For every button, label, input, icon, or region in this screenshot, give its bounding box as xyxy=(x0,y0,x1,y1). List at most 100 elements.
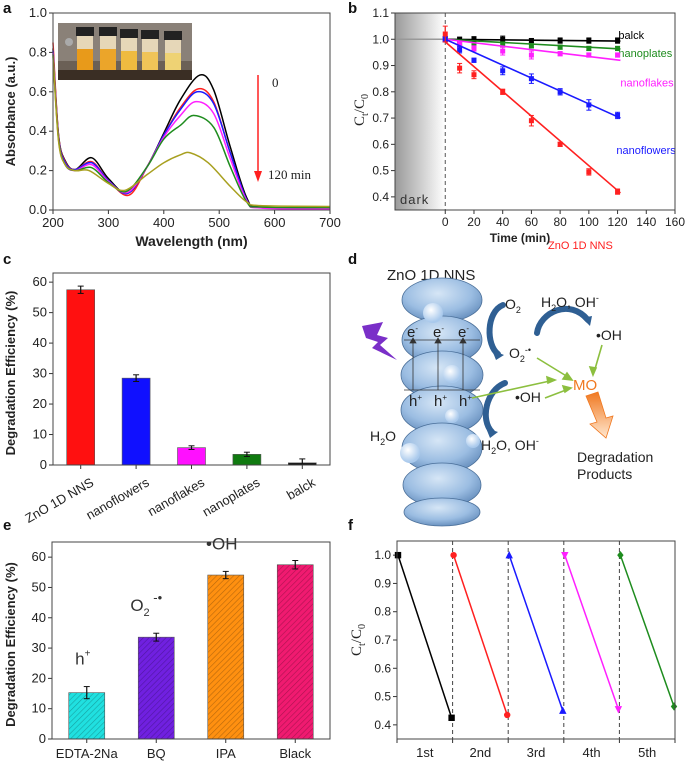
y-tick-label: 0 xyxy=(40,457,47,472)
data-point xyxy=(394,551,402,559)
svg-text:H2O, OH-: H2O, OH- xyxy=(481,436,539,456)
holes: h+ h+ h+ xyxy=(409,393,472,410)
superoxide-label: O xyxy=(509,345,520,361)
y-tick-label: 0.8 xyxy=(29,44,47,59)
y-tick-label: 20 xyxy=(32,670,46,685)
cycle-line xyxy=(397,554,453,719)
water-top-rest: O, OH xyxy=(556,294,596,310)
x-tick-label: 300 xyxy=(98,215,120,230)
x-tick-label: 200 xyxy=(42,215,64,230)
y-tick-label: 40 xyxy=(32,610,46,625)
plot-frame xyxy=(394,12,676,211)
dark-region-label: dark xyxy=(400,192,429,207)
data-point xyxy=(586,45,592,51)
svg-text:H2O, OH-: H2O, OH- xyxy=(541,293,599,313)
y-tick-label: 40 xyxy=(33,335,47,350)
y-tick-label: 0 xyxy=(39,731,46,746)
curved-arrow-heads xyxy=(486,316,592,438)
data-point xyxy=(500,36,506,42)
y-tick-label: 20 xyxy=(33,396,47,411)
y-axis-label-part: /C xyxy=(352,99,368,113)
plot-frame xyxy=(52,272,331,466)
y-tick-label: 0.2 xyxy=(29,163,47,178)
x-tick-label: 120 xyxy=(608,215,628,229)
data-point xyxy=(528,118,534,124)
panel-c-efficiency-bar-chart: 0 10 20 30 40 50 60 ZnO 1D NNSnanoflowersnanofl… xyxy=(3,272,331,526)
data-point xyxy=(557,141,563,147)
data-point xyxy=(457,65,463,71)
data-point xyxy=(615,52,621,58)
water-left-sub: 2 xyxy=(380,437,385,447)
y-axis-label: Absorbance (a.u.) xyxy=(3,57,18,167)
electron-label: e xyxy=(458,324,466,341)
y-tick-label: 50 xyxy=(33,305,47,320)
data-point xyxy=(442,31,448,37)
o2-label: O xyxy=(505,296,516,312)
annotation-sub: 2 xyxy=(144,607,150,619)
cycle-line xyxy=(619,554,675,707)
panel-f-cycling-chart: 0.4 0.5 0.6 0.7 0.8 0.9 1.0 1st 2nd 3rd 4th 5th Ct/C… xyxy=(349,540,678,760)
data-point xyxy=(557,38,563,44)
scavenger-annotation: h+ xyxy=(75,649,90,669)
hole-sup: + xyxy=(467,393,472,402)
data-point xyxy=(586,102,592,108)
electron-label: e xyxy=(407,324,415,341)
y-tick-label: 30 xyxy=(32,640,46,655)
cycle-line xyxy=(508,554,564,711)
y-axis-label: Degradation Efficiency (%) xyxy=(3,562,18,727)
y-tick-label: 0.6 xyxy=(29,84,47,99)
x-tick-label: 600 xyxy=(264,215,286,230)
x-tick-label: 100 xyxy=(579,215,599,229)
bar xyxy=(137,636,175,740)
svg-text:O2-•: O2-• xyxy=(509,345,531,364)
curved-arrows xyxy=(482,302,591,435)
water-left-label: H xyxy=(370,428,380,444)
y-axis-label-sub: t xyxy=(357,643,368,646)
category-label: Black xyxy=(279,746,311,761)
y-tick-label: 0.7 xyxy=(372,111,389,125)
data-point xyxy=(557,51,563,57)
x-axis-label: Wavelength (nm) xyxy=(135,233,247,249)
x-tick-label: 400 xyxy=(153,215,175,230)
water-top-label: H xyxy=(541,294,551,310)
bar xyxy=(68,692,106,740)
products-line1: Degradation xyxy=(577,449,653,465)
vials-photo-inset xyxy=(58,23,192,80)
series-label: nanoflowers xyxy=(616,145,676,157)
x-tick-label: 700 xyxy=(319,215,341,230)
data-point xyxy=(561,551,569,560)
x-tick-label: 140 xyxy=(636,215,656,229)
data-point xyxy=(450,551,457,559)
y-tick-label: 0.4 xyxy=(374,718,391,732)
y-tick-label: 0.8 xyxy=(374,605,391,619)
annotation-sup: -• xyxy=(150,590,163,605)
series-label: nanoflakes xyxy=(620,77,674,89)
svg-text:O2: O2 xyxy=(505,296,521,315)
data-point xyxy=(471,45,477,51)
plot-frame xyxy=(51,541,331,740)
y-tick-label: 0.6 xyxy=(374,661,391,675)
y-axis-label-sub: 0 xyxy=(360,94,371,99)
x-tick-label: 60 xyxy=(525,215,539,229)
svg-text:h+: h+ xyxy=(409,393,422,410)
hole-label: h xyxy=(459,393,467,410)
electron-sup: - xyxy=(441,324,444,333)
y-axis-label: Degradation Efficiency (%) xyxy=(3,291,18,456)
hole-label: h xyxy=(434,393,442,410)
category-label: ZnO 1D NNS xyxy=(22,474,96,525)
y-tick-label: 0.4 xyxy=(29,123,47,138)
bar xyxy=(177,447,206,466)
panel-label-e: e xyxy=(3,517,11,534)
data-point xyxy=(471,36,477,42)
hydroxyl-bottom-label: •OH xyxy=(515,389,541,405)
water-bottom-minus: - xyxy=(536,436,539,446)
svg-text:H2O: H2O xyxy=(370,428,396,447)
data-point xyxy=(528,43,534,49)
zno-rod xyxy=(400,277,484,527)
y-axis-label-part: /C xyxy=(349,629,365,643)
category-label: nanoplates xyxy=(200,474,263,519)
y-tick-label: 1.0 xyxy=(372,32,389,46)
y-tick-label: 1.0 xyxy=(29,5,47,20)
x-tick-label: 160 xyxy=(665,215,685,229)
svg-text:h+: h+ xyxy=(434,393,447,410)
